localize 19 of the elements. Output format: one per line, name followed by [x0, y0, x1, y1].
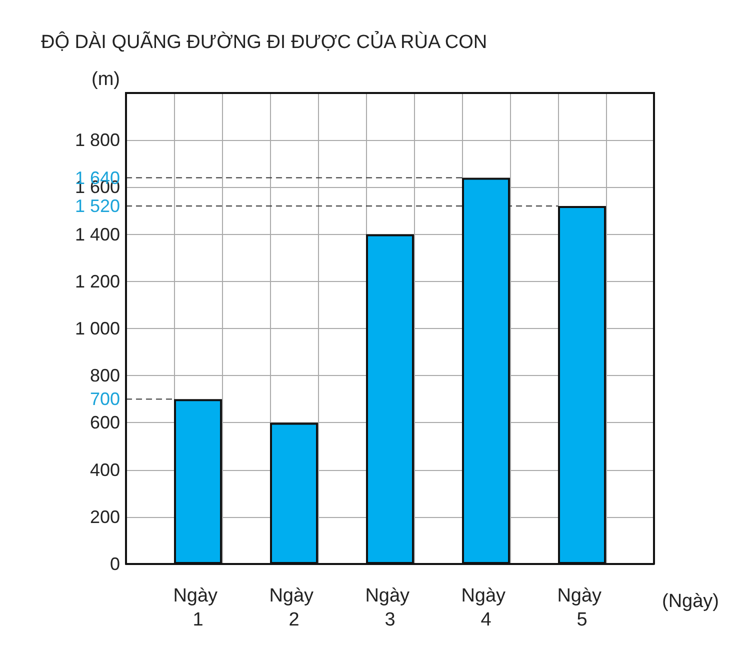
x-tick-label: Ngày 4 [461, 586, 511, 630]
y-tick-label: 600 [90, 412, 120, 433]
x-tick-label: Ngày 2 [269, 586, 319, 630]
x-tick-label: Ngày 3 [365, 586, 415, 630]
y-tick-label: 0 [110, 554, 120, 574]
x-tick-label: Ngày 1 [173, 586, 223, 630]
x-axis-title: (Ngày) [662, 591, 720, 612]
y-axis-title: (m) [92, 69, 120, 90]
x-tick-label: Ngày 5 [557, 586, 607, 630]
ref-line-label: 1 520 [74, 196, 120, 216]
y-tick-label: 1 000 [74, 318, 120, 338]
y-tick-label: 200 [90, 506, 120, 527]
y-tick-label: 400 [90, 460, 120, 480]
y-tick-label: 1 200 [74, 271, 120, 292]
chart-title: ĐỘ DÀI QUÃNG ĐƯỜNG ĐI ĐƯỢC CỦA RÙA CON [41, 30, 488, 53]
y-tick-label: 1 400 [74, 224, 120, 244]
y-tick-label: 800 [90, 366, 120, 386]
y-tick-label: 1 800 [74, 130, 120, 150]
ref-line-label: 700 [90, 389, 120, 410]
